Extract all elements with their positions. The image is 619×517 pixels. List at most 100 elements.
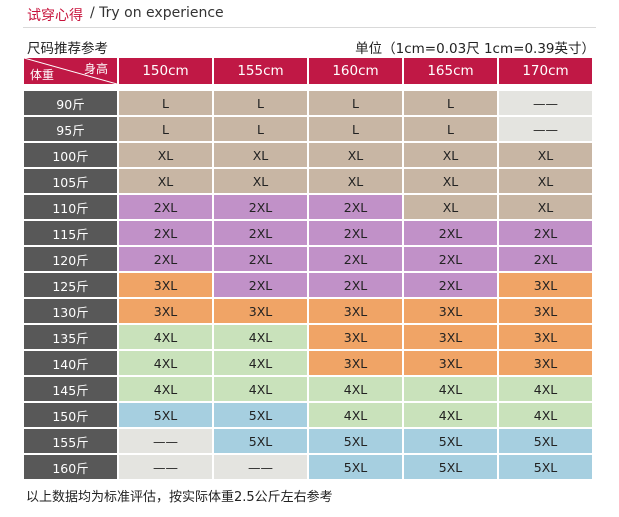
weight-cell: 110斤 [24, 195, 117, 219]
weight-cell: 105斤 [24, 169, 117, 193]
size-chart-label: 尺码推荐参考 [27, 41, 108, 57]
corner-diagonal-line [24, 58, 117, 84]
size-cell: 5XL [499, 429, 592, 453]
size-cell: 3XL [309, 351, 402, 375]
weight-cell: 150斤 [24, 403, 117, 427]
height-header-cell: 150cm [119, 58, 212, 84]
size-cell: L [404, 91, 497, 115]
size-cell: 5XL [404, 455, 497, 479]
height-header-cell: 155cm [214, 58, 307, 84]
size-cell: L [309, 117, 402, 141]
size-cell: XL [214, 169, 307, 193]
weight-cell: 115斤 [24, 221, 117, 245]
size-cell: XL [404, 169, 497, 193]
size-cell: 3XL [309, 299, 402, 323]
size-cell: L [309, 91, 402, 115]
height-header-cell: 170cm [499, 58, 592, 84]
size-cell: —— [499, 91, 592, 115]
size-cell: XL [499, 169, 592, 193]
size-cell: L [214, 117, 307, 141]
corner-label-height: 身高 [83, 62, 108, 76]
weight-cell: 95斤 [24, 117, 117, 141]
size-cell: 5XL [499, 455, 592, 479]
height-header-cell: 160cm [309, 58, 402, 84]
section-header: 试穿心得 / Try on experience [0, 0, 619, 30]
size-cell: 2XL [309, 273, 402, 297]
section-title-cn: 试穿心得 [27, 8, 83, 24]
size-cell: L [404, 117, 497, 141]
size-cell: 4XL [119, 325, 212, 349]
size-cell: 5XL [309, 455, 402, 479]
weight-cell: 145斤 [24, 377, 117, 401]
height-header-cell: 165cm [404, 58, 497, 84]
footer-note: 以上数据均为标准评估，按实际体重2.5公斤左右参考 [26, 490, 333, 505]
size-cell: 3XL [309, 325, 402, 349]
size-cell: 2XL [309, 221, 402, 245]
size-cell: 3XL [499, 325, 592, 349]
size-cell: 3XL [499, 299, 592, 323]
size-cell: XL [404, 143, 497, 167]
section-title-en: / Try on experience [90, 5, 224, 21]
size-cell: 2XL [404, 273, 497, 297]
size-cell: 2XL [404, 221, 497, 245]
weight-cell: 125斤 [24, 273, 117, 297]
size-cell: 5XL [309, 429, 402, 453]
size-cell: 2XL [214, 221, 307, 245]
weight-cell: 140斤 [24, 351, 117, 375]
weight-cell: 120斤 [24, 247, 117, 271]
weight-cell: 90斤 [24, 91, 117, 115]
size-cell: L [119, 91, 212, 115]
size-cell: L [214, 91, 307, 115]
size-cell: 2XL [404, 247, 497, 271]
size-cell: 2XL [309, 195, 402, 219]
size-cell: XL [119, 169, 212, 193]
size-cell: 2XL [499, 247, 592, 271]
size-cell: 2XL [214, 195, 307, 219]
size-cell: 2XL [309, 247, 402, 271]
size-cell: 5XL [119, 403, 212, 427]
header-corner-cell: 身高 体重 [24, 58, 117, 84]
size-cell: XL [404, 195, 497, 219]
size-cell: 3XL [214, 299, 307, 323]
corner-label-weight: 体重 [30, 68, 55, 82]
size-cell: 2XL [214, 247, 307, 271]
size-cell: XL [309, 169, 402, 193]
size-cell: XL [214, 143, 307, 167]
size-cell: XL [309, 143, 402, 167]
unit-note: 单位（1cm=0.03尺 1cm=0.39英寸） [355, 41, 595, 57]
size-cell: —— [499, 117, 592, 141]
weight-cell: 130斤 [24, 299, 117, 323]
size-cell: XL [499, 143, 592, 167]
size-cell: —— [119, 429, 212, 453]
size-cell: 4XL [499, 403, 592, 427]
size-cell: XL [499, 195, 592, 219]
size-cell: —— [214, 455, 307, 479]
size-cell: 2XL [119, 221, 212, 245]
size-cell: 3XL [404, 351, 497, 375]
size-cell: 4XL [309, 403, 402, 427]
weight-cell: 135斤 [24, 325, 117, 349]
size-cell: 2XL [119, 195, 212, 219]
weight-cell: 100斤 [24, 143, 117, 167]
weight-cell: 155斤 [24, 429, 117, 453]
size-cell: XL [119, 143, 212, 167]
size-cell: 5XL [404, 429, 497, 453]
header-divider [23, 27, 596, 28]
size-cell: 5XL [214, 429, 307, 453]
size-cell: 3XL [119, 299, 212, 323]
size-cell: 2XL [499, 221, 592, 245]
size-cell: —— [119, 455, 212, 479]
size-cell: 4XL [309, 377, 402, 401]
size-cell: 4XL [214, 377, 307, 401]
size-cell: 2XL [119, 247, 212, 271]
size-cell: 4XL [214, 325, 307, 349]
size-cell: 4XL [404, 403, 497, 427]
size-cell: 3XL [119, 273, 212, 297]
size-cell: 4XL [119, 351, 212, 375]
size-cell: 4XL [119, 377, 212, 401]
weight-cell: 160斤 [24, 455, 117, 479]
size-cell: 3XL [404, 325, 497, 349]
size-cell: 3XL [499, 273, 592, 297]
size-cell: 4XL [499, 377, 592, 401]
size-cell: 3XL [404, 299, 497, 323]
